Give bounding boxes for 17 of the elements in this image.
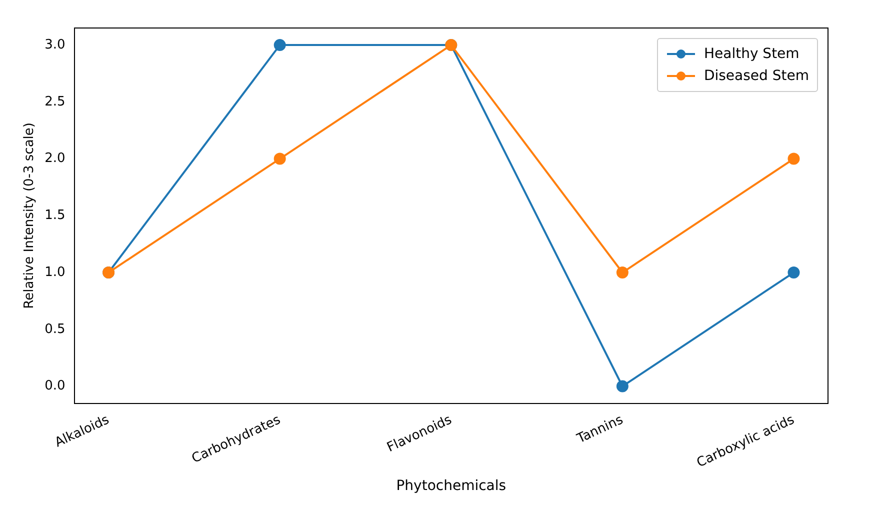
- legend-label: Healthy Stem: [704, 45, 800, 64]
- legend-label: Diseased Stem: [704, 67, 809, 86]
- point: [274, 39, 286, 52]
- y-tick-label: 1.0: [44, 264, 66, 280]
- point: [274, 152, 286, 165]
- y-tick-label: 2.0: [44, 151, 66, 166]
- y-tick-label: 1.5: [44, 208, 66, 224]
- x-axis-title: Phytochemicals: [396, 478, 506, 494]
- y-axis-title: Relative Intensity (0-3 scale): [22, 122, 38, 309]
- point: [616, 380, 628, 392]
- y-tick-label: 0.0: [44, 378, 66, 394]
- y-tick-label: 3.0: [44, 37, 66, 52]
- y-tick-label: 0.5: [44, 322, 66, 337]
- y-tick-label: 2.5: [44, 94, 66, 110]
- point: [788, 266, 800, 279]
- point: [616, 266, 628, 279]
- point: [788, 152, 800, 165]
